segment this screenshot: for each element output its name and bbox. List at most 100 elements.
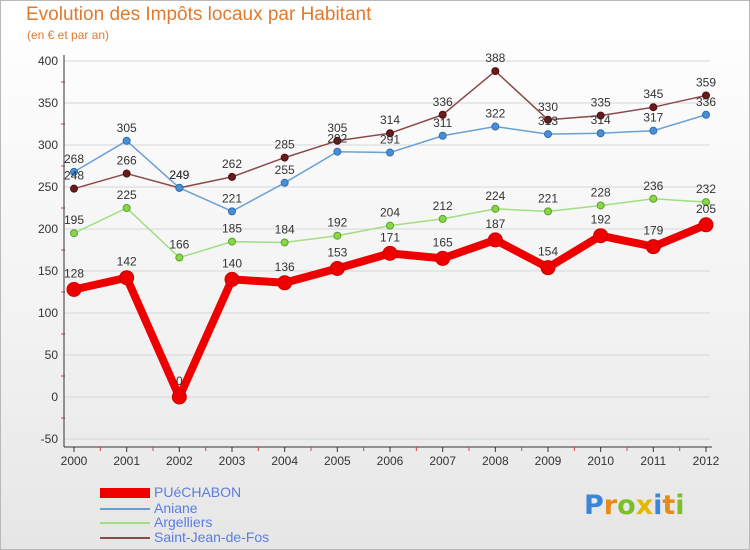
y-tick-label: 300 xyxy=(38,138,58,152)
data-point-argelliers xyxy=(386,221,394,230)
data-label-aniane: 313 xyxy=(538,114,558,128)
data-label-argelliers: 166 xyxy=(169,238,189,252)
data-point-aniane xyxy=(122,136,131,145)
data-label-argelliers: 228 xyxy=(591,185,611,199)
data-point-aniane xyxy=(544,130,552,139)
data-point-argelliers xyxy=(175,253,184,262)
data-point-aniane xyxy=(228,207,236,216)
data-label-argelliers: 204 xyxy=(380,206,400,220)
data-label-puechabon: 153 xyxy=(327,245,347,259)
data-point-saint-jean-de-fos xyxy=(491,67,500,76)
x-tick-label: 2002 xyxy=(166,454,193,468)
data-point-puechabon xyxy=(224,271,240,287)
data-point-aniane xyxy=(280,178,289,187)
data-label-puechabon: 0 xyxy=(176,374,183,388)
data-label-saint-jean-de-fos: 388 xyxy=(485,51,505,65)
data-point-saint-jean-de-fos xyxy=(70,184,78,193)
data-label-aniane: 249 xyxy=(169,168,189,182)
data-label-aniane: 317 xyxy=(643,111,663,125)
labels-argelliers: 195 225 166 185 184 192 204 212 224 221 228 236 232 xyxy=(64,179,716,252)
labels-saint-jean-de-fos: 248 266 249 262 285 305 314 336 388 330 335 345 359 xyxy=(64,51,716,183)
data-label-puechabon: 142 xyxy=(117,255,137,269)
axes: -50 0 50 100 150 200 250 300 350 400 2000 2001 2002 2… xyxy=(38,54,720,468)
data-point-saint-jean-de-fos xyxy=(386,129,394,138)
logo-letter: i xyxy=(675,490,685,521)
logo-letter: r xyxy=(603,490,618,521)
data-label-aniane: 255 xyxy=(275,163,295,177)
data-label-saint-jean-de-fos: 285 xyxy=(275,138,295,152)
y-tick-label: 0 xyxy=(51,390,58,404)
proxiti-logo: Proxiti xyxy=(584,490,685,521)
data-point-saint-jean-de-fos xyxy=(122,169,131,178)
data-point-saint-jean-de-fos xyxy=(280,153,289,162)
data-point-aniane xyxy=(649,126,658,135)
x-tick-label: 2001 xyxy=(113,454,140,468)
data-label-puechabon: 154 xyxy=(538,245,558,259)
data-point-saint-jean-de-fos xyxy=(333,136,342,145)
data-point-argelliers xyxy=(70,229,78,238)
data-label-puechabon: 136 xyxy=(275,260,295,274)
data-label-saint-jean-de-fos: 330 xyxy=(538,100,558,114)
data-label-aniane: 305 xyxy=(117,121,137,135)
legend-swatch-saint-jean-de-fos xyxy=(100,537,150,539)
data-point-saint-jean-de-fos xyxy=(438,110,447,119)
data-label-saint-jean-de-fos: 359 xyxy=(696,75,716,89)
data-label-aniane: 291 xyxy=(380,133,400,147)
data-point-puechabon xyxy=(171,389,187,405)
data-label-argelliers: 192 xyxy=(327,216,347,230)
data-label-saint-jean-de-fos: 345 xyxy=(643,87,663,101)
x-tick-label: 2005 xyxy=(324,454,351,468)
data-label-aniane: 292 xyxy=(327,132,347,146)
data-label-argelliers: 195 xyxy=(64,213,84,227)
data-point-puechabon xyxy=(66,281,82,297)
data-point-puechabon xyxy=(698,217,714,233)
data-point-puechabon xyxy=(329,260,345,276)
data-label-argelliers: 185 xyxy=(222,222,242,236)
data-label-argelliers: 232 xyxy=(696,182,716,196)
data-point-puechabon xyxy=(119,270,135,286)
data-point-puechabon xyxy=(487,232,503,248)
data-label-puechabon: 171 xyxy=(380,230,400,244)
chart-title: Evolution des Impôts locaux par Habitant xyxy=(26,4,372,25)
data-point-argelliers xyxy=(280,238,289,247)
data-label-argelliers: 221 xyxy=(538,191,558,205)
x-tick-label: 2004 xyxy=(271,454,298,468)
data-label-argelliers: 225 xyxy=(117,188,137,202)
data-label-saint-jean-de-fos: 314 xyxy=(380,113,400,127)
legend-swatch-puechabon xyxy=(100,488,150,498)
legend-label-argelliers: Argelliers xyxy=(154,514,213,530)
data-point-argelliers xyxy=(544,207,552,216)
data-point-puechabon xyxy=(277,275,293,291)
x-tick-label: 2003 xyxy=(219,454,246,468)
legend-swatch-argelliers xyxy=(100,522,150,524)
y-tick-label: 350 xyxy=(38,96,58,110)
legend-label-aniane: Aniane xyxy=(154,500,198,516)
y-tick-label: 200 xyxy=(38,222,58,236)
series-argelliers xyxy=(70,194,710,262)
data-point-puechabon xyxy=(645,239,661,255)
data-label-argelliers: 212 xyxy=(433,199,453,213)
data-point-aniane xyxy=(386,148,394,157)
logo-letter: P xyxy=(584,490,604,521)
data-point-argelliers xyxy=(122,204,131,212)
x-tick-label: 2008 xyxy=(482,454,509,468)
x-tick-label: 2009 xyxy=(535,454,562,468)
data-point-argelliers xyxy=(702,198,710,207)
x-tick-label: 2011 xyxy=(640,454,666,468)
series-puechabon xyxy=(66,217,714,405)
data-label-saint-jean-de-fos: 305 xyxy=(327,121,347,135)
data-label-argelliers: 184 xyxy=(275,222,295,236)
data-point-argelliers xyxy=(228,237,236,246)
data-point-argelliers xyxy=(438,214,447,223)
series-aniane xyxy=(70,110,710,216)
data-point-argelliers xyxy=(333,231,342,240)
legend-label-puechabon: PUéCHABON xyxy=(154,484,242,500)
data-point-argelliers xyxy=(491,204,500,213)
legend-label-saint-jean-de-fos: Saint-Jean-de-Fos xyxy=(154,529,270,545)
x-tick-label: 2006 xyxy=(377,454,404,468)
data-point-aniane xyxy=(175,183,184,192)
data-point-argelliers xyxy=(596,201,605,210)
data-label-aniane: 268 xyxy=(64,152,84,166)
logo-letter: i xyxy=(653,490,663,521)
